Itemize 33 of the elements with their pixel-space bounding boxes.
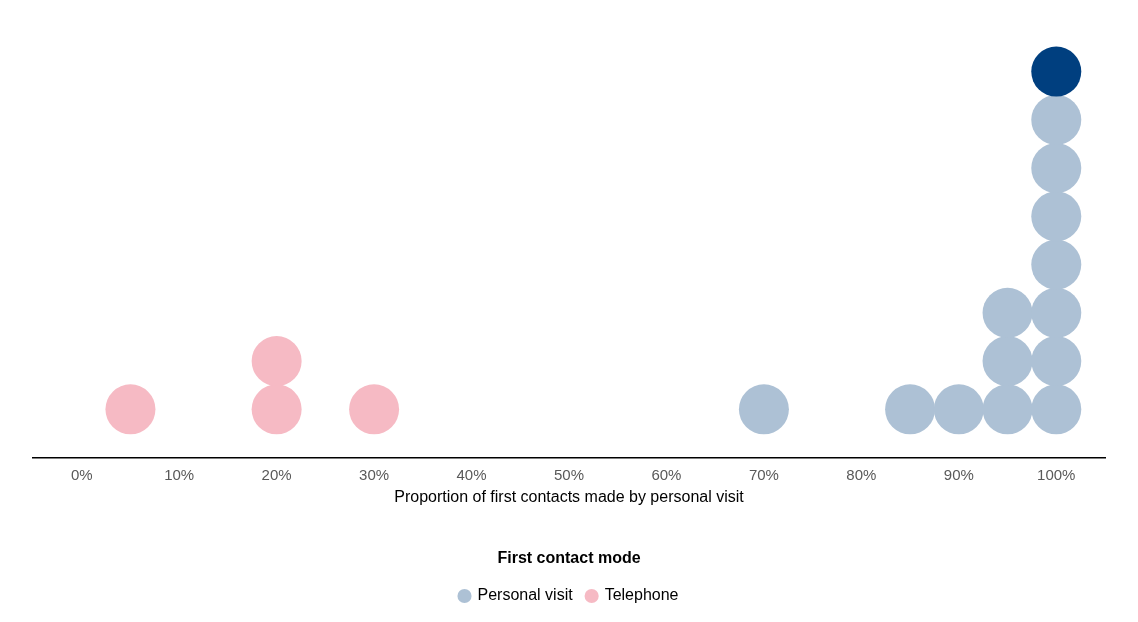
- point: [1031, 143, 1082, 194]
- x-tick-label: 80%: [846, 465, 877, 483]
- point: [982, 287, 1033, 338]
- legend-label: Personal visit: [477, 586, 574, 604]
- x-tick-label: 100%: [1037, 465, 1076, 483]
- x-tick-label: 20%: [261, 465, 292, 483]
- point: [933, 384, 984, 435]
- point: [982, 384, 1033, 435]
- legend-title: First contact mode: [497, 549, 641, 567]
- legend-label: Telephone: [604, 586, 679, 604]
- point: [885, 384, 936, 435]
- x-tick-label: 60%: [651, 465, 682, 483]
- x-tick-label: 10%: [164, 465, 195, 483]
- point: [1031, 191, 1082, 242]
- x-tick-label: 50%: [553, 465, 585, 483]
- point: [1031, 239, 1082, 290]
- point: [105, 384, 156, 435]
- point: [982, 336, 1033, 387]
- x-tick-label: 70%: [748, 465, 779, 483]
- x-tick-label: 40%: [456, 465, 487, 483]
- x-tick-label: 30%: [359, 465, 390, 483]
- point: [251, 384, 302, 435]
- point: [1031, 336, 1082, 387]
- point: [1031, 94, 1082, 145]
- point: [1031, 46, 1082, 97]
- x-axis-title: Proportion of first contacts made by personal visit: [394, 487, 745, 505]
- point: [251, 336, 302, 387]
- point: [738, 384, 789, 435]
- point: [1031, 384, 1082, 435]
- x-tick-label: 90%: [943, 465, 974, 483]
- point: [1031, 287, 1082, 338]
- x-tick-label: 0%: [70, 465, 93, 483]
- point: [349, 384, 400, 435]
